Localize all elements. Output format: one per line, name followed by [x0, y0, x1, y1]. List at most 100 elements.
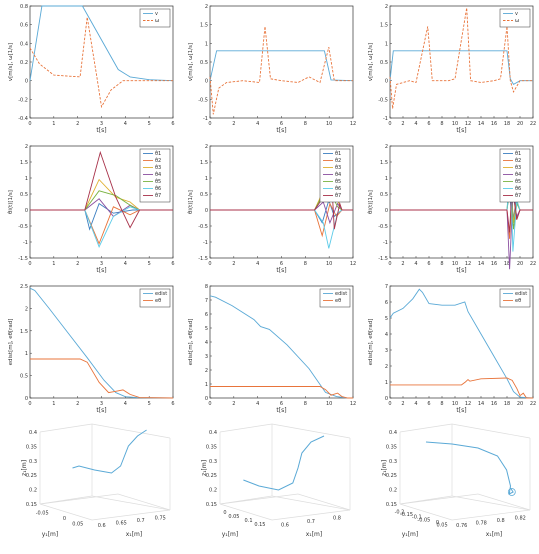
- x-tick-label: 0.6: [98, 523, 106, 529]
- axis-box-edge: [271, 509, 351, 521]
- y-tick-label: 4: [385, 332, 388, 338]
- x-tick-label: 4: [124, 261, 127, 267]
- x-tick-label: 0.78: [476, 520, 487, 526]
- trajectory-line: [243, 435, 325, 491]
- x-axis-label: t[s]: [456, 267, 466, 274]
- x-tick-label: 2: [401, 261, 404, 267]
- x-axis-label: t[s]: [276, 407, 286, 414]
- y-axis-label: edist[m], eθ[rad]: [8, 319, 14, 366]
- x-tick-label: 14: [478, 401, 484, 407]
- y-tick-label: 4: [205, 340, 208, 346]
- y-tick-label: -0.15: [400, 512, 413, 518]
- legend-label: ω: [155, 18, 159, 24]
- z-tick-label: 0.2: [209, 488, 217, 494]
- legend-label: θ̇4: [335, 171, 341, 178]
- x-tick-label: 2: [232, 401, 235, 407]
- y-tick-label: 1: [25, 351, 28, 357]
- x-tick-label: 1: [52, 121, 55, 127]
- y-tick-label: 5: [385, 316, 388, 322]
- z-tick-label: 0.3: [209, 459, 217, 465]
- x-tick-label: 0: [388, 121, 391, 127]
- chart-panel-r2c2: 0 2 4 6 8 10 12 14 16 18 20 2201234567t[s]edist[m],…: [368, 284, 536, 414]
- x-tick-label: 2: [232, 121, 235, 127]
- x-tick-label: 1: [52, 401, 55, 407]
- x-axis-label: x₁[m]: [306, 531, 322, 538]
- y-tick-label: 2: [205, 144, 208, 150]
- z-tick-label: 0.25: [26, 473, 37, 479]
- x-tick-label: 4: [256, 401, 259, 407]
- y-tick-label: -1.5: [198, 256, 208, 262]
- y-tick-label: 1.5: [200, 23, 208, 29]
- x-tick-label: 6: [171, 401, 174, 407]
- chart-panel-r2c0: 0 1 2 3 4 5 6 0 0.5 1 1.5 2 2.5 t[s] edist[m], eθ[rad]…: [8, 284, 175, 414]
- x-tick-label: 0: [388, 401, 391, 407]
- axis-box-edge: [451, 423, 531, 439]
- y-tick-label: 2: [205, 368, 208, 374]
- x-tick-label: 0: [28, 261, 31, 267]
- z-tick-label: 0.25: [206, 473, 217, 479]
- y-tick-label: 1.5: [200, 160, 208, 166]
- x-axis-label: t[s]: [276, 267, 286, 274]
- y-tick-label: 0: [385, 208, 388, 214]
- chart-panel-r3c0: 0.15 0.2 0.25 0.3 0.35 0.4 0.6 0.65 0.7 0.75 -0.05…: [21, 423, 171, 538]
- y-tick-label: 0: [205, 396, 208, 402]
- y-tick-label: 0: [205, 208, 208, 214]
- x-tick-label: 2: [76, 261, 79, 267]
- trajectory-line: [425, 441, 514, 495]
- z-tick-label: 0.2: [389, 488, 397, 494]
- chart-panel-r1c0: 0 1 2 3 4 5 6 -1.5 -1 -0.5 0 0.5 1 1.5 2 t[s] θ̇i(t)[1/s…: [7, 144, 175, 274]
- y-tick-label: 8: [205, 284, 208, 290]
- x-tick-label: 12: [465, 121, 471, 127]
- y-tick-label: -0.5: [378, 97, 388, 103]
- x-tick-label: 12: [350, 401, 356, 407]
- y-axis-label: v[m/s], ω[1/s]: [8, 43, 14, 81]
- axis-box-edge: [399, 503, 453, 521]
- y-tick-label: 1: [205, 41, 208, 47]
- x-tick-label: 6: [171, 121, 174, 127]
- x-tick-label: 4: [256, 121, 259, 127]
- axis-box-edge: [91, 495, 171, 511]
- legend-label: θ̇1: [335, 150, 341, 157]
- y-tick-label: 0: [25, 208, 28, 214]
- legend-label: eθ: [515, 298, 521, 304]
- x-tick-label: 0.6: [281, 522, 289, 528]
- z-tick-label: 0.35: [386, 444, 397, 450]
- y-tick-label: 0: [385, 79, 388, 85]
- x-tick-label: 10: [452, 121, 458, 127]
- x-tick-label: 4: [414, 121, 417, 127]
- legend-label: edist: [515, 291, 527, 297]
- y-tick-label: -1.5: [18, 256, 28, 262]
- x-tick-label: 18: [504, 261, 510, 267]
- y-tick-label: 0.5: [200, 60, 208, 66]
- x-axis-label: t[s]: [456, 407, 466, 414]
- series-line-1: [209, 295, 353, 399]
- y-tick-label: 5: [205, 326, 208, 332]
- y-axis-label: y₁[m]: [402, 531, 418, 538]
- legend-label: v: [155, 11, 158, 17]
- x-tick-label: 3: [100, 121, 103, 127]
- axis-box-edge: [91, 423, 171, 439]
- axis-box-edge: [39, 423, 93, 433]
- axis-box-edge: [39, 503, 93, 521]
- axis-box-edge: [91, 509, 171, 521]
- y-tick-label: 1: [385, 41, 388, 47]
- y-axis-label: v[m/s], ω[1/s]: [188, 43, 194, 81]
- y-tick-label: 2: [385, 364, 388, 370]
- y-tick-label: 0: [205, 79, 208, 85]
- z-tick-label: 0.35: [206, 444, 217, 450]
- x-tick-label: 14: [478, 261, 484, 267]
- y-tick-label: -1: [383, 116, 388, 122]
- x-tick-label: 5: [148, 121, 151, 127]
- y-tick-label: 6: [385, 300, 388, 306]
- x-tick-label: 16: [491, 121, 497, 127]
- x-tick-label: 10: [326, 261, 332, 267]
- axis-box-edge: [399, 495, 453, 505]
- y-tick-label: 0.5: [20, 374, 28, 380]
- x-tick-label: 0: [208, 261, 211, 267]
- y-axis-label: y₁[m]: [42, 531, 58, 538]
- x-tick-label: 4: [414, 261, 417, 267]
- x-axis-label: x₁[m]: [486, 531, 502, 538]
- x-tick-label: 10: [452, 261, 458, 267]
- axis-box-edge: [451, 509, 531, 521]
- z-tick-label: 0.15: [26, 502, 37, 508]
